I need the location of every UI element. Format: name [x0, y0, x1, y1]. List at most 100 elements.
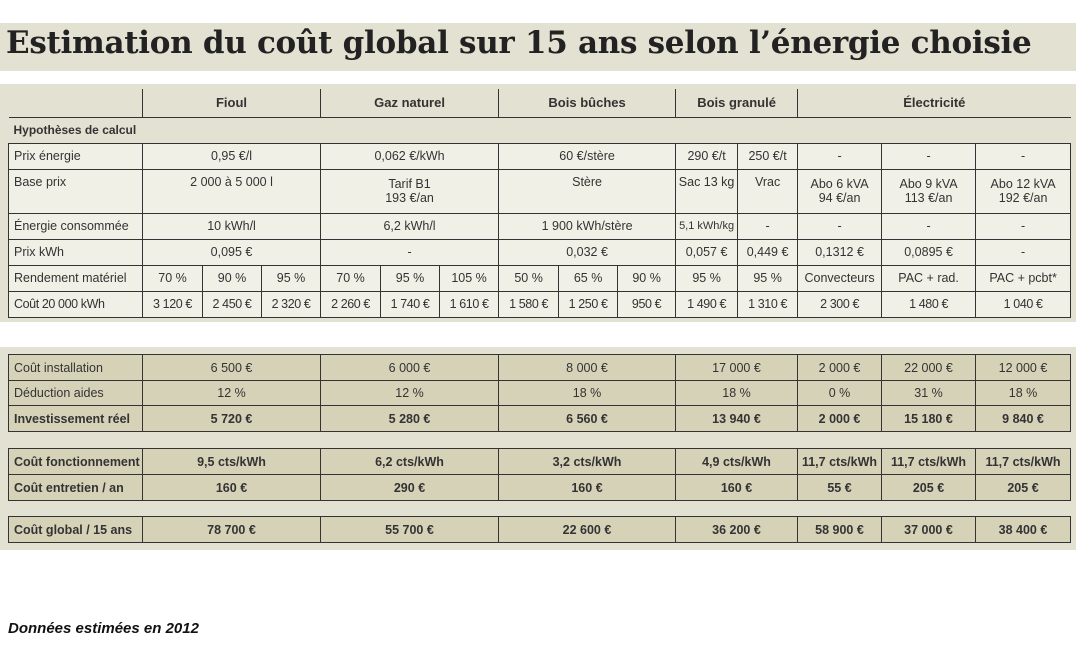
- cell: 95 %: [380, 264, 441, 292]
- table-row: Coût installation 6 500 € 6 000 € 8 000 …: [8, 354, 1071, 381]
- row-label: Déduction aides: [8, 380, 143, 406]
- header-empty: [8, 89, 143, 118]
- cell-line: 192 €/an: [998, 191, 1048, 205]
- investment-table: Coût installation 6 500 € 6 000 € 8 000 …: [8, 354, 1071, 432]
- cell-line: Tarif B1: [388, 177, 431, 191]
- cell: 250 €/t: [737, 142, 799, 170]
- section-hypotheses-label: Hypothèses de calcul: [8, 117, 1071, 143]
- cell: 55 700 €: [320, 516, 499, 543]
- cell: PAC + pcbt*: [975, 264, 1072, 292]
- cell: Abo 6 kVA 94 €/an: [797, 168, 883, 214]
- cell: 0,057 €: [675, 238, 739, 266]
- cell: 1 900 kWh/stère: [498, 212, 677, 240]
- cell: 205 €: [881, 474, 976, 501]
- cell: 1 610 €: [439, 290, 500, 318]
- cell: Abo 9 kVA 113 €/an: [881, 168, 977, 214]
- header-fioul: Fioul: [141, 89, 322, 118]
- cell: 8 000 €: [498, 354, 676, 381]
- header-bois-buches: Bois bûches: [498, 89, 677, 118]
- table-row: Prix énergie 0,95 €/l 0,062 €/kWh 60 €/s…: [8, 142, 1072, 170]
- cell: 290 €: [320, 474, 499, 501]
- cell: 0 %: [797, 380, 882, 406]
- cell-line: 193 €/an: [385, 191, 434, 205]
- cell: 950 €: [617, 290, 677, 318]
- cell: 90 %: [202, 264, 262, 292]
- cell: Stère: [498, 168, 677, 214]
- cell: 5 720 €: [142, 405, 321, 432]
- cell: 1 040 €: [975, 290, 1072, 318]
- cell: 95 %: [737, 264, 799, 292]
- cell: 2 000 à 5 000 l: [141, 168, 322, 214]
- cell: 5,1 kWh/kg: [675, 212, 739, 240]
- cell: 160 €: [675, 474, 798, 501]
- cell: 6 560 €: [498, 405, 676, 432]
- row-label: Investissement réel: [8, 405, 143, 432]
- cell: 4,9 cts/kWh: [675, 448, 798, 475]
- cell: 11,7 cts/kWh: [797, 448, 882, 475]
- table-row: Coût entretien / an 160 € 290 € 160 € 16…: [8, 474, 1071, 501]
- cell: 0,95 €/l: [141, 142, 322, 170]
- cell: 1 480 €: [881, 290, 977, 318]
- table-row: Prix kWh 0,095 € - 0,032 € 0,057 € 0,449…: [8, 238, 1072, 266]
- cell-line: Abo 9 kVA: [899, 177, 958, 191]
- cell: Tarif B1 193 €/an: [320, 168, 500, 214]
- operation-table: Coût fonctionnement 9,5 cts/kWh 6,2 cts/…: [8, 448, 1071, 501]
- cell: Vrac: [737, 168, 799, 214]
- cell: 58 900 €: [797, 516, 882, 543]
- cell: 15 180 €: [881, 405, 976, 432]
- cell: 12 000 €: [975, 354, 1071, 381]
- row-label: Énergie consommée: [8, 212, 143, 240]
- cell: 3,2 cts/kWh: [498, 448, 676, 475]
- table-row: Déduction aides 12 % 12 % 18 % 18 % 0 % …: [8, 380, 1071, 406]
- cell-line: 113 €/an: [904, 191, 953, 205]
- cell: 2 300 €: [797, 290, 883, 318]
- cell: 55 €: [797, 474, 882, 501]
- cell: -: [881, 212, 977, 240]
- cell-line: 94 €/an: [818, 191, 861, 205]
- table-row: Énergie consommée 10 kWh/l 6,2 kWh/l 1 9…: [8, 212, 1072, 240]
- cell: 160 €: [142, 474, 321, 501]
- cell: 70 %: [142, 264, 203, 292]
- cell: -: [881, 142, 977, 170]
- row-label: Rendement matériel: [8, 264, 143, 292]
- cell: 65 %: [558, 264, 619, 292]
- cell: 37 000 €: [881, 516, 976, 543]
- cell: 90 %: [617, 264, 677, 292]
- row-label: Coût fonctionnement: [8, 448, 143, 475]
- cell: 1 740 €: [380, 290, 441, 318]
- cell: Sac 13 kg: [675, 168, 739, 214]
- header-gaz: Gaz naturel: [320, 89, 500, 118]
- cell: 13 940 €: [675, 405, 798, 432]
- cell: 105 %: [439, 264, 500, 292]
- global-table: Coût global / 15 ans 78 700 € 55 700 € 2…: [8, 516, 1071, 543]
- cell: 1 310 €: [737, 290, 799, 318]
- cell: 2 450 €: [202, 290, 262, 318]
- row-label: Prix kWh: [8, 238, 143, 266]
- cell: -: [975, 238, 1072, 266]
- cell: 0,1312 €: [797, 238, 883, 266]
- cell: 160 €: [498, 474, 676, 501]
- title-band: [0, 23, 1076, 71]
- cell: -: [320, 238, 500, 266]
- cell: 0,449 €: [737, 238, 799, 266]
- row-label: Prix énergie: [8, 142, 143, 170]
- cell: -: [797, 142, 883, 170]
- table-row: Coût fonctionnement 9,5 cts/kWh 6,2 cts/…: [8, 448, 1071, 475]
- cell: 31 %: [881, 380, 976, 406]
- cell: 22 600 €: [498, 516, 676, 543]
- cell: 2 000 €: [797, 354, 882, 381]
- cell: 11,7 cts/kWh: [975, 448, 1071, 475]
- cell: PAC + rad.: [881, 264, 977, 292]
- cell: 1 490 €: [675, 290, 739, 318]
- cell-line: Abo 12 kVA: [990, 177, 1056, 191]
- cell: 6 000 €: [320, 354, 499, 381]
- cell: Convecteurs: [797, 264, 883, 292]
- row-label: Base prix: [8, 168, 143, 214]
- cell: 2 000 €: [797, 405, 882, 432]
- cell: 18 %: [675, 380, 798, 406]
- cell: 12 %: [320, 380, 499, 406]
- cell: 9 840 €: [975, 405, 1071, 432]
- cell: 22 000 €: [881, 354, 976, 381]
- cell: 0,095 €: [141, 238, 322, 266]
- cell: 0,032 €: [498, 238, 677, 266]
